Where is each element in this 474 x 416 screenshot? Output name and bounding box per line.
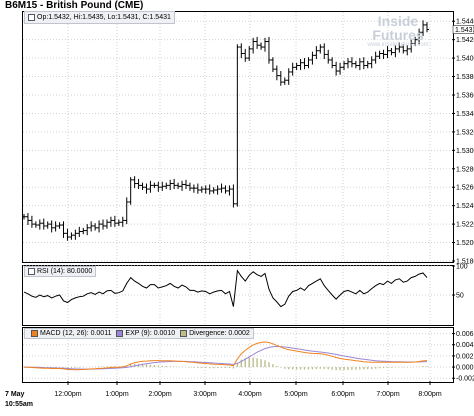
price-tick-label: 1.5180 bbox=[456, 259, 474, 266]
rsi-legend-text: RSI (14): 80.0000 bbox=[37, 268, 93, 275]
macd-legend-value: 0.0011 bbox=[90, 330, 112, 337]
macd-tick-label: 0.002 bbox=[456, 353, 474, 360]
x-date-label: 7 May bbox=[5, 391, 25, 398]
watermark-brand: Inside Futures bbox=[372, 13, 424, 43]
divergence-swatch bbox=[180, 329, 188, 337]
macd-tick-label: -0.002 bbox=[456, 376, 474, 383]
macd-legend: MACD (12, 26): 0.0011 EXP (9): 0.0010 Di… bbox=[24, 328, 254, 339]
price-tick-label: 1.5280 bbox=[456, 166, 474, 173]
macd-swatch bbox=[31, 329, 38, 337]
x-tick-label: 12:00pm bbox=[54, 391, 81, 398]
price-tick-label: 1.5300 bbox=[456, 148, 474, 155]
signal-legend-value: 0.0010 bbox=[153, 330, 176, 337]
price-tick-label: 1.5400 bbox=[456, 56, 474, 63]
price-tick-label: 1.5420 bbox=[456, 37, 474, 44]
signal-legend-name: EXP (9) bbox=[125, 330, 150, 337]
x-tick-label: 8:00pm bbox=[418, 391, 442, 398]
price-tick-label: 1.5380 bbox=[456, 74, 474, 81]
x-tick-label: 3:00pm bbox=[193, 391, 217, 398]
divergence-legend-name: Divergence bbox=[189, 330, 225, 337]
price-tick-label: 1.5220 bbox=[456, 222, 474, 229]
ohlc-readout-text: Op:1.5432, Hi:1.5435, Lo:1.5431, C:1.543… bbox=[37, 14, 171, 21]
rsi-tick-label: 50 bbox=[456, 293, 464, 300]
rsi-legend: RSI (14): 80.0000 bbox=[24, 266, 97, 277]
macd-tick-label: 0.006 bbox=[456, 331, 474, 338]
x-tick-label: 7:00pm bbox=[376, 391, 400, 398]
macd-tick-label: 0.000 bbox=[456, 365, 474, 372]
x-tick-label: 2:00pm bbox=[148, 391, 172, 398]
ohlc-readout: Op:1.5432, Hi:1.5435, Lo:1.5431, C:1.543… bbox=[24, 11, 175, 24]
price-tick-label: 1.5340 bbox=[456, 111, 474, 118]
macd-line bbox=[23, 341, 428, 371]
last-price-box bbox=[452, 25, 474, 34]
legend-marker-icon bbox=[28, 13, 35, 21]
x-tick-label: 5:00pm bbox=[284, 391, 308, 398]
signal-swatch bbox=[116, 329, 124, 337]
price-tick-label: 1.5260 bbox=[456, 185, 474, 192]
watermark-logo: Inside Futures www.insidefutures.com bbox=[352, 14, 444, 49]
price-tick-label: 1.5240 bbox=[456, 203, 474, 210]
price-tick-label: 1.5320 bbox=[456, 129, 474, 136]
rsi-line bbox=[23, 269, 428, 308]
x-tick-label: 1:00pm bbox=[105, 391, 129, 398]
last-price-label: 1.5431 bbox=[455, 27, 474, 34]
x-time-label: 10:55am bbox=[5, 401, 33, 408]
chart-title: B6M15 - British Pound (CME) bbox=[5, 0, 144, 11]
x-tick-label: 4:00pm bbox=[238, 391, 262, 398]
signal-line bbox=[24, 345, 428, 370]
price-tick-label: 1.5440 bbox=[456, 19, 474, 26]
price-tick-label: 1.5360 bbox=[456, 93, 474, 100]
x-tick-label: 6:00pm bbox=[331, 391, 355, 398]
macd-tick-label: 0.004 bbox=[456, 342, 474, 349]
watermark-url: www.insidefutures.com bbox=[367, 42, 429, 48]
legend-marker-icon bbox=[28, 267, 35, 275]
macd-legend-name: MACD (12, 26) bbox=[40, 330, 87, 337]
price-tick-label: 1.5200 bbox=[456, 240, 474, 247]
divergence-legend-value: 0.0002 bbox=[228, 330, 250, 337]
rsi-tick-label: 100 bbox=[456, 264, 468, 271]
